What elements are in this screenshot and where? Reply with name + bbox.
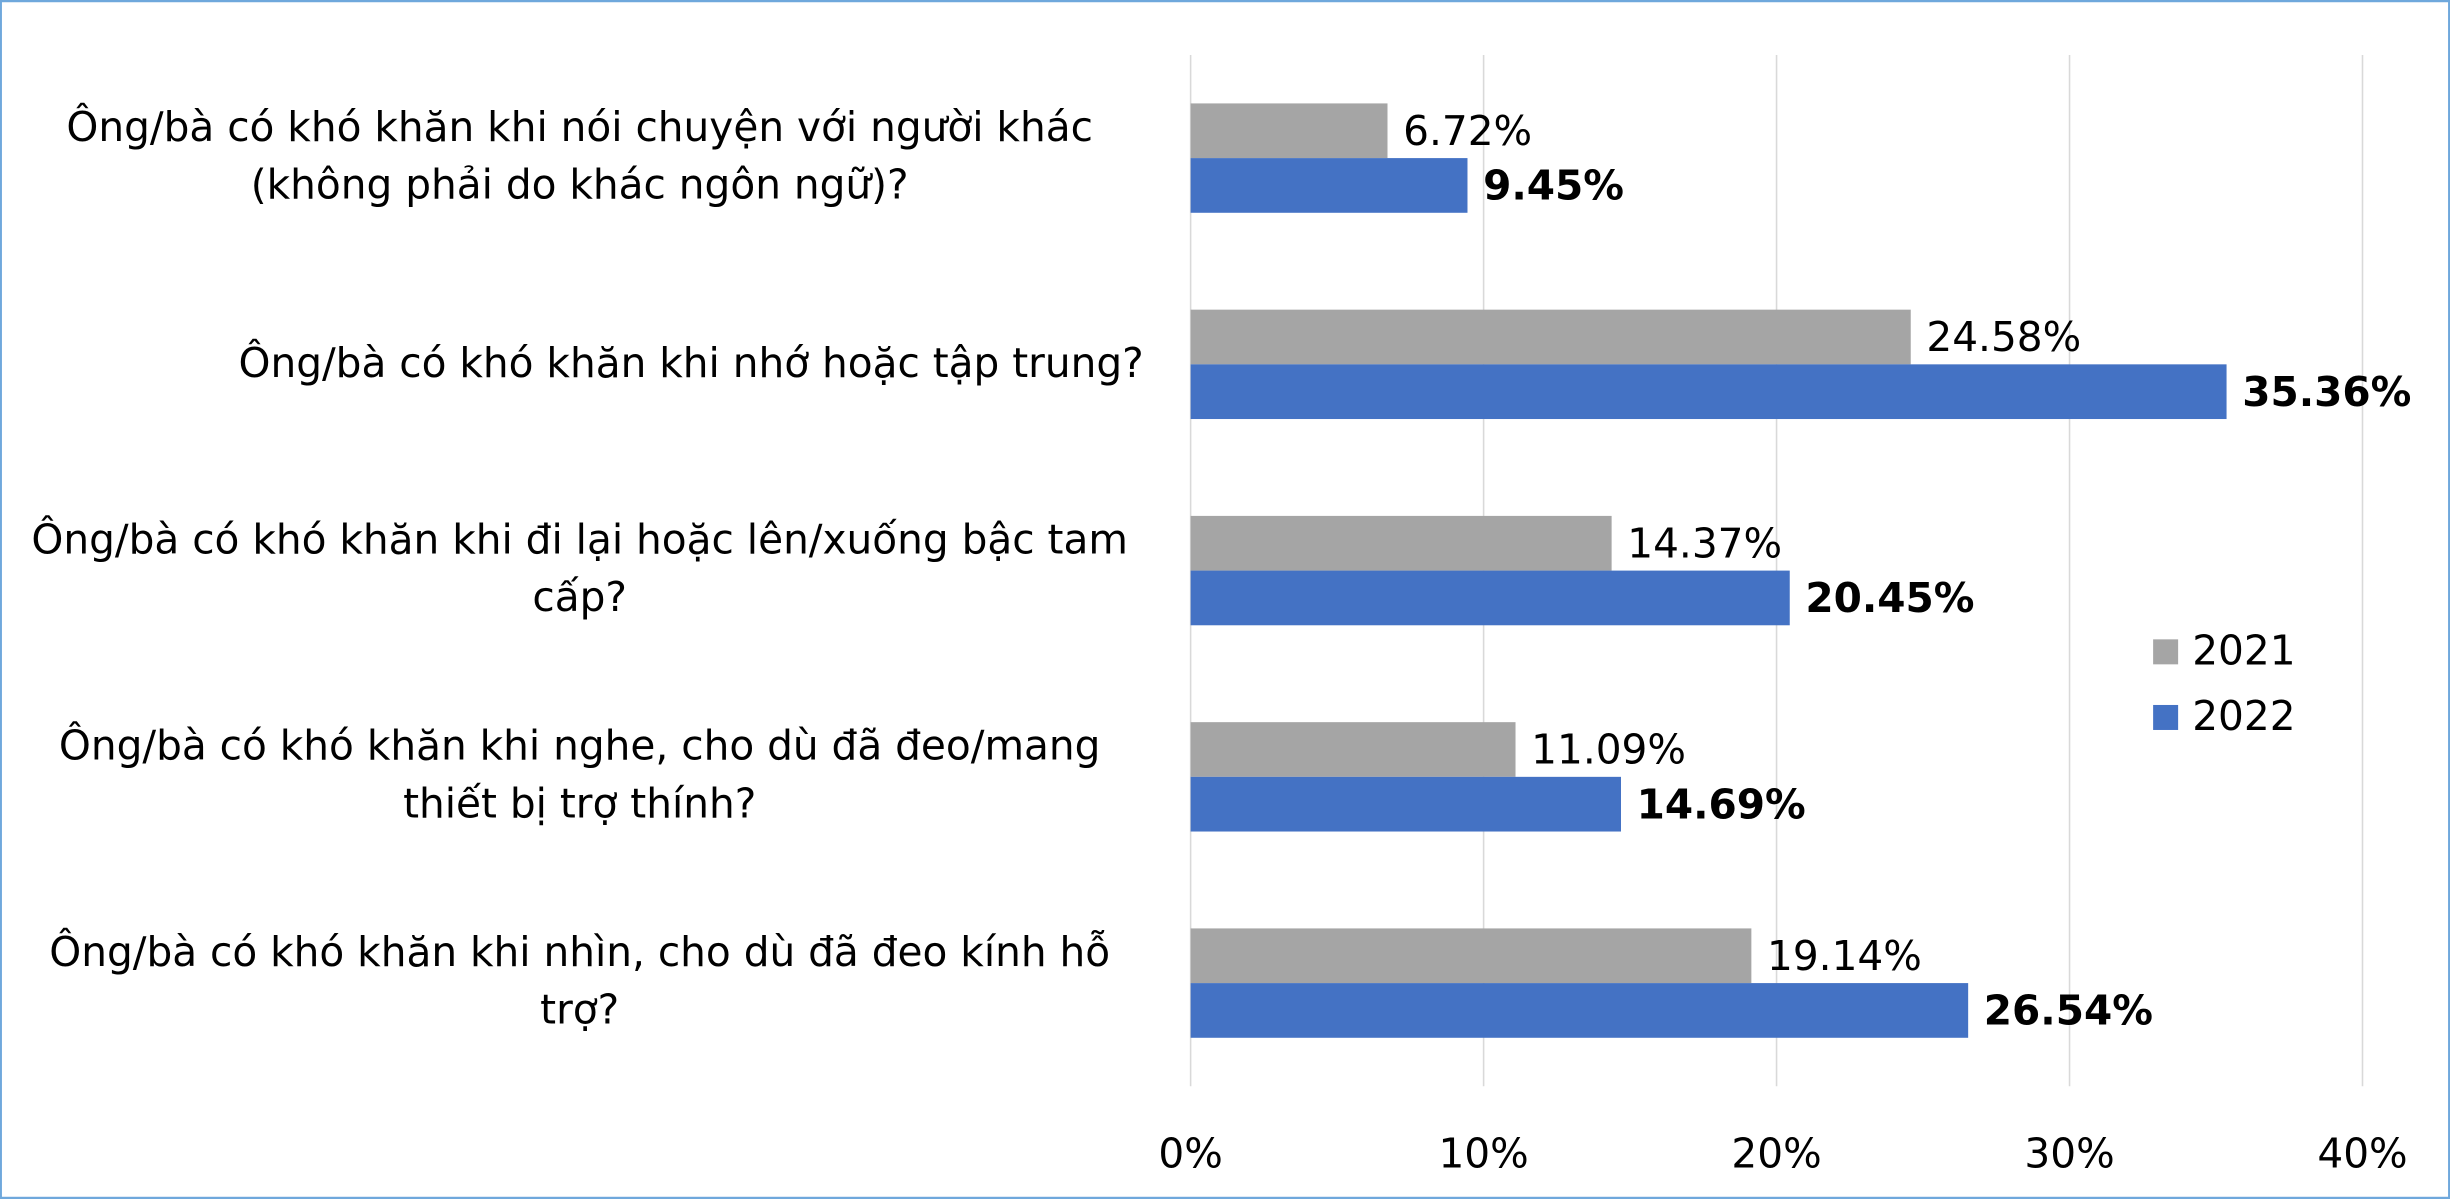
bar: [1190, 515, 1612, 571]
x-tick-label: 30%: [2024, 1130, 2114, 1178]
category-text: Ông/bà có khó khăn khi nhớ hoặc tập trun…: [238, 340, 1144, 387]
bar: [1190, 928, 1752, 984]
bar: [1190, 983, 1969, 1038]
data-label: 14.37%: [1627, 519, 1782, 567]
x-tick-label: 20%: [1731, 1130, 1821, 1178]
legend-label: 2021: [2192, 626, 2295, 674]
data-label: 26.54%: [1984, 987, 2153, 1035]
data-label: 35.36%: [2242, 368, 2411, 416]
category-label: Ông/bà có khó khăn khi nhớ hoặc tập trun…: [238, 340, 1144, 387]
bar: [1190, 158, 1468, 213]
data-label: 20.45%: [1805, 574, 1974, 622]
category-label: Ông/bà có khó khăn khi đi lại hoặc lên/x…: [31, 517, 1128, 623]
data-label: 11.09%: [1531, 726, 1686, 774]
category-label: Ông/bà có khó khăn khi nhìn, cho dù đã đ…: [49, 929, 1111, 1035]
x-tick-label: 40%: [2317, 1130, 2407, 1178]
bar: [1190, 570, 1790, 626]
x-tick-label: 0%: [1158, 1130, 1222, 1178]
bar: [1190, 309, 1911, 365]
legend-label: 2022: [2192, 692, 2295, 740]
category-label: Ông/bà có khó khăn khi nghe, cho dù đã đ…: [58, 723, 1101, 829]
bar: [1190, 364, 2227, 420]
legend-swatch: [2153, 639, 2179, 665]
data-label: 14.69%: [1637, 780, 1806, 828]
bar: [1190, 722, 1516, 777]
category-text: Ông/bà có khó khăn khi nói chuyện với ng…: [66, 104, 1093, 210]
category-text: Ông/bà có khó khăn khi nhìn, cho dù đã đ…: [49, 929, 1111, 1035]
legend-swatch: [2153, 704, 2179, 730]
data-label: 9.45%: [1483, 162, 1624, 210]
bar: [1190, 103, 1388, 159]
category-text: Ông/bà có khó khăn khi nghe, cho dù đã đ…: [58, 723, 1101, 829]
bar: [1190, 776, 1621, 832]
x-tick-label: 10%: [1438, 1130, 1528, 1178]
data-label: 6.72%: [1403, 107, 1532, 155]
data-label: 19.14%: [1767, 932, 1922, 980]
category-text: Ông/bà có khó khăn khi đi lại hoặc lên/x…: [31, 517, 1128, 623]
category-label: Ông/bà có khó khăn khi nói chuyện với ng…: [66, 104, 1093, 210]
data-label: 24.58%: [1926, 313, 2081, 361]
